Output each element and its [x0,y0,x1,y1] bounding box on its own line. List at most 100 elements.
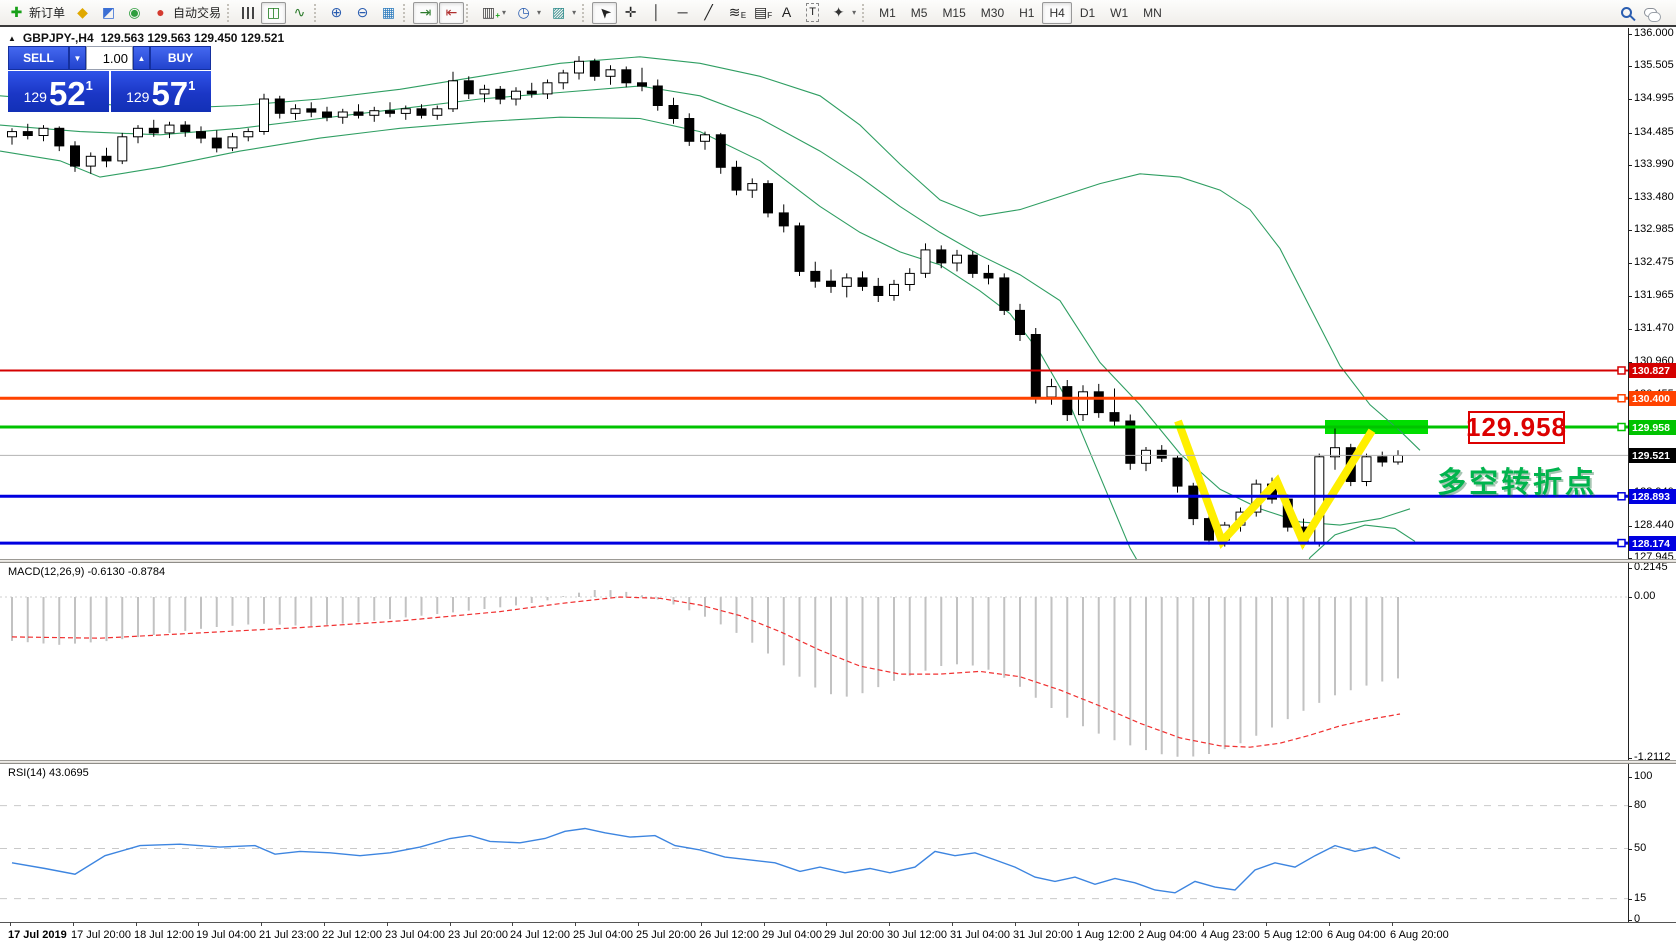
bear-candle [101,155,112,162]
periods-button[interactable]: ◷ ▾ [511,2,545,24]
tf-d1-button[interactable]: D1 [1073,2,1102,24]
sell-price-tile[interactable]: 129 52 1 [8,71,109,112]
price-tick-label: 131.965 [1634,289,1674,301]
tf-m1-button[interactable]: M1 [872,2,903,24]
buy-button[interactable]: BUY [150,46,211,70]
rsi-pane[interactable] [0,764,1628,922]
auto-scroll-button[interactable]: ⇥ [413,1,439,24]
collapse-icon[interactable]: ▲ [8,33,16,43]
bull-candle [920,249,931,274]
price-tick-mark [1628,165,1632,166]
profile-button[interactable]: ◩ [96,2,121,24]
volume-increase-button[interactable]: ▲ [133,46,150,70]
new-order-button[interactable]: ✚ 新订单 [4,2,69,24]
bear-candle [322,111,332,118]
time-axis-label: 22 Jul 12:00 [322,929,382,941]
styler-button[interactable]: ◆ [70,2,95,24]
line-chart-button[interactable]: ∿ [287,2,312,24]
templates-icon: ▨ [551,4,566,20]
toolbar-group-drawing: ➤ ✛ │ ─ ╱ ≋ E ▤ F A T ✦ ▾ [592,1,860,24]
autotrading-button[interactable]: ● 自动交易 [148,2,225,24]
chevron-down-icon[interactable]: ▾ [572,8,577,17]
chevron-down-icon[interactable]: ▾ [502,8,507,17]
candlestick-button[interactable]: ◫ [261,1,287,24]
support-line-128174-anchor[interactable] [1617,538,1626,548]
text-label-button[interactable]: T [800,2,825,24]
resistance-line-130827-anchor[interactable] [1617,366,1626,375]
time-axis-label: 23 Jul 20:00 [448,929,508,941]
volume-input[interactable] [87,47,132,69]
w-pattern-drawing[interactable] [1174,419,1376,550]
pivot-price-callout[interactable]: 129.958 [1466,411,1567,444]
tf-h1-button[interactable]: H1 [1012,2,1041,24]
rsi-tick-mark [1628,806,1632,807]
bar-chart-button[interactable] [237,2,260,24]
autotrading-button-label: 自动交易 [173,6,222,20]
sell-price-big: 52 [48,75,86,112]
resistance-line-130400-anchor[interactable] [1617,394,1626,403]
bollinger-lower-line[interactable] [0,116,1416,559]
price-tick-label: 133.480 [1634,191,1674,203]
bollinger-middle-line[interactable] [0,85,1411,526]
channel-button[interactable]: ≋ E [722,2,747,24]
zoom-in-button[interactable]: ⊕ [324,2,349,24]
buy-price-big: 57 [151,75,189,112]
search-button[interactable] [1615,2,1638,24]
tf-m5-button[interactable]: M5 [904,2,935,24]
rsi-label: RSI(14) 43.0695 [8,767,89,779]
tf-h4-button[interactable]: H4 [1042,1,1072,24]
arrows-button[interactable]: ✦ ▾ [826,2,860,24]
price-tick-mark [1628,66,1632,67]
price-tag-129521: 129.521 [1629,448,1676,463]
macd-label: MACD(12,26,9) -0.6130 -0.8784 [8,566,166,578]
tf-mn-button[interactable]: MN [1136,2,1169,24]
pivot-line-129958-anchor[interactable] [1617,422,1626,432]
chart-shift-button[interactable]: ⇤ [439,1,465,24]
signals-button[interactable]: ◉ [122,2,147,24]
cursor-button[interactable]: ➤ [592,1,618,24]
bull-candle [904,272,915,285]
tile-windows-button[interactable]: ▦ [376,2,401,24]
buy-price-tile[interactable]: 129 57 1 [110,71,211,112]
support-line-128893-anchor[interactable] [1617,492,1626,501]
auto-scroll-icon: ⇥ [419,4,432,20]
macd-tick-label: 0.2145 [1634,561,1668,573]
time-axis-label: 30 Jul 12:00 [887,929,947,941]
pane-separator-rsi[interactable] [0,760,1676,764]
bear-candle [873,285,884,296]
text-button[interactable]: A [774,2,799,24]
pane-separator-macd[interactable] [0,559,1676,563]
horizontal-line-button[interactable]: ─ [670,2,695,24]
bull-candle [448,80,458,110]
community-button[interactable] [1639,2,1662,24]
chevron-down-icon[interactable]: ▾ [537,8,542,17]
vertical-line-button[interactable]: │ [644,2,669,24]
bear-candle [1125,420,1136,464]
crosshair-button[interactable]: ✛ [618,2,643,24]
tf-m30-button[interactable]: M30 [974,2,1011,24]
chevron-down-icon[interactable]: ▾ [852,8,857,17]
macd-tick-mark [1628,597,1632,598]
trendline-button[interactable]: ╱ [696,2,721,24]
time-tick-mark [638,922,639,926]
macd-pane[interactable] [0,563,1628,760]
fibonacci-button[interactable]: ▤ F [748,2,773,24]
tf-m15-button[interactable]: M15 [935,2,972,24]
time-tick-mark [575,922,576,926]
sell-button[interactable]: SELL [8,46,69,70]
pivot-annotation-text[interactable]: 多空转折点 [1437,467,1598,499]
bull-candle [1314,456,1325,544]
time-axis-label: 4 Aug 23:00 [1201,929,1260,941]
zoom-out-button[interactable]: ⊖ [350,2,375,24]
indicators-button[interactable]: ▥ + ▾ [476,2,510,24]
main-chart-surface[interactable] [0,28,1628,559]
bull-candle [290,108,301,114]
bollinger-upper-line[interactable] [0,56,1421,451]
bull-candle [1141,449,1151,464]
channel-icon: ≋ E [728,4,747,20]
buy-price-point: 1 [188,78,196,93]
volume-decrease-button[interactable]: ▼ [69,46,86,70]
templates-button[interactable]: ▨ ▾ [546,2,580,24]
bear-candle [22,131,33,136]
tf-w1-button[interactable]: W1 [1103,2,1135,24]
